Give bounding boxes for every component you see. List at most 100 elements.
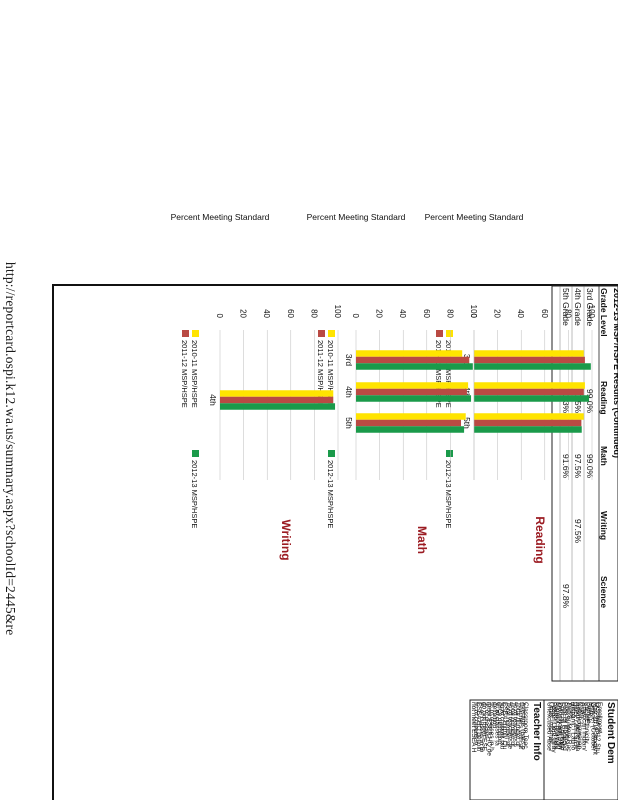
student-dem-line: Special Progra <box>563 702 570 745</box>
student-dem-line: Female <box>585 702 592 724</box>
chart-title: Math <box>415 526 429 554</box>
bar-math-3rd-2 <box>356 363 473 370</box>
teacher-info-line: Average Years o <box>519 702 526 750</box>
student-dem-line: Section 504 (Ma <box>552 702 559 750</box>
y-tick-label: 20 <box>239 309 248 318</box>
legend-label: 2012-13 MSP/HSPE <box>444 460 453 528</box>
legend-swatch-1 <box>436 330 443 337</box>
results-table: 2012-13 MSP/HSPE Results (Continued)Grad… <box>551 285 618 682</box>
teacher-info-line: % of classes ta <box>493 702 500 746</box>
chart-math: 0 20 40 60 80 100 Percent Meeting Standard 3rd 4… <box>307 212 478 554</box>
legend-label: 2012-13 MSP/HSPE <box>326 460 335 528</box>
student-dem-line: Gender (October <box>589 702 596 752</box>
bar-math-4th-2 <box>356 395 472 402</box>
teacher-info-line: Total number of <box>504 702 511 747</box>
legend-swatch-1 <box>318 330 325 337</box>
bar-writing-4th-0 <box>220 390 334 397</box>
teacher-info-line: % of classes in h <box>488 702 495 751</box>
y-axis-title: Percent Meeting Standard <box>307 212 406 222</box>
student-dem-line: Other Informat <box>548 702 555 744</box>
student-dem-line: Race/Ethnicity <box>583 702 590 744</box>
table-header-0: Grade Level <box>599 288 609 337</box>
teacher-info-line: do not meet ESE <box>480 702 487 752</box>
chart-title: Reading <box>533 516 547 563</box>
y-tick-label: 100 <box>469 305 478 319</box>
bar-math-4th-0 <box>356 382 469 389</box>
y-tick-label: 40 <box>516 309 525 318</box>
bar-math-3rd-0 <box>356 350 463 357</box>
legend-label: 2011-12 MSP/HSPE <box>180 340 189 408</box>
bar-math-3rd-1 <box>356 356 470 364</box>
teacher-info-line: % of classes in lo <box>478 702 485 753</box>
legend-swatch-0 <box>328 330 335 337</box>
table-cell: 4th Grade <box>573 288 583 326</box>
legend-swatch-1 <box>182 330 189 337</box>
y-tick-label: 0 <box>469 314 478 319</box>
teacher-info-line: % of classes in <box>473 702 480 746</box>
legend-label: 2010-11 MSP/HSPE <box>190 340 199 408</box>
y-tick-label: 60 <box>286 309 295 318</box>
table-cell: 97.5% <box>573 454 583 479</box>
bar-reading-3rd-2 <box>474 363 591 370</box>
page-border-left <box>52 284 54 800</box>
table-cell: 99.0% <box>585 454 595 479</box>
category-label: 4th <box>462 386 472 398</box>
category-label: 3rd <box>344 354 354 367</box>
bar-reading-4th-0 <box>474 382 585 389</box>
student-dem-line: Foster Care (May <box>550 702 557 753</box>
bar-reading-5th-0 <box>474 413 584 420</box>
category-label: 5th <box>344 417 354 429</box>
teacher-info-line: % of classes <box>483 702 490 739</box>
table-cell: 3rd Grade <box>585 288 595 327</box>
bar-writing-4th-1 <box>220 396 334 404</box>
y-tick-label: 40 <box>262 309 271 318</box>
category-label: 4th <box>344 386 354 398</box>
teacher-info-line: Total number of <box>509 702 516 747</box>
teacher-info-line: % of classes tau <box>499 702 506 750</box>
y-tick-label: 100 <box>587 305 596 319</box>
teacher-info-line: Teachers with at <box>517 702 524 749</box>
results-table-title: 2012-13 MSP/HSPE Results (Continued) <box>612 288 618 458</box>
page-url: http://reportcard.ospi.k12.wa.us/summary… <box>3 262 18 636</box>
y-tick-label: 100 <box>333 305 342 319</box>
legend-swatch-2 <box>192 450 199 457</box>
bar-writing-4th-2 <box>220 403 336 410</box>
table-header-2: Math <box>599 446 609 466</box>
chart-writing: 0 20 40 60 80 100 Percent Meeting Standard 4th W… <box>171 212 342 561</box>
y-tick-label: 0 <box>215 314 224 319</box>
y-tick-label: 20 <box>493 309 502 318</box>
teacher-info-line: Total number of <box>514 702 521 747</box>
student-dem-line: Native Hawaiian <box>576 702 583 749</box>
teacher-info-line: not meet ESEA H <box>470 702 477 753</box>
y-tick-label: 60 <box>422 309 431 318</box>
student-dem-line: Free or Reduced <box>561 702 568 751</box>
table-cell: 91.6% <box>561 454 571 479</box>
student-dem-line: Asian <box>578 702 585 719</box>
bar-math-4th-1 <box>356 388 467 396</box>
page-border-top <box>52 284 618 286</box>
y-tick-label: 0 <box>351 314 360 319</box>
table-cell: 97.8% <box>561 584 571 609</box>
teacher-info-line: % of teachers te <box>506 702 513 749</box>
y-axis-title: Percent Meeting Standard <box>425 212 524 222</box>
bar-math-5th-2 <box>356 426 465 433</box>
bar-reading-5th-1 <box>474 419 582 427</box>
teacher-info-line: meet ESEA HQ de <box>486 702 493 756</box>
student-dem-line: Enrollment <box>596 702 603 733</box>
y-axis-title: Percent Meeting Standard <box>171 212 270 222</box>
category-label: 4th <box>208 394 218 406</box>
student-dem-line: Hispanic / Latino <box>570 702 577 750</box>
bar-math-5th-1 <box>356 419 462 427</box>
student-dem-line: American Indian/ <box>581 702 588 751</box>
table-frame <box>551 285 618 682</box>
teacher-info-line: % of teachers t <box>512 702 519 746</box>
legend-label: 2010-11 MSP/HSPE <box>444 340 453 408</box>
teacher-info-line: ESEA Highly Qu <box>501 702 508 750</box>
legend-label: 2010-11 MSP/HSPE <box>326 340 335 408</box>
table-header-4: Science <box>599 576 609 608</box>
bar-reading-5th-2 <box>474 426 582 433</box>
y-tick-label: 80 <box>563 309 572 318</box>
legend-swatch-0 <box>192 330 199 337</box>
